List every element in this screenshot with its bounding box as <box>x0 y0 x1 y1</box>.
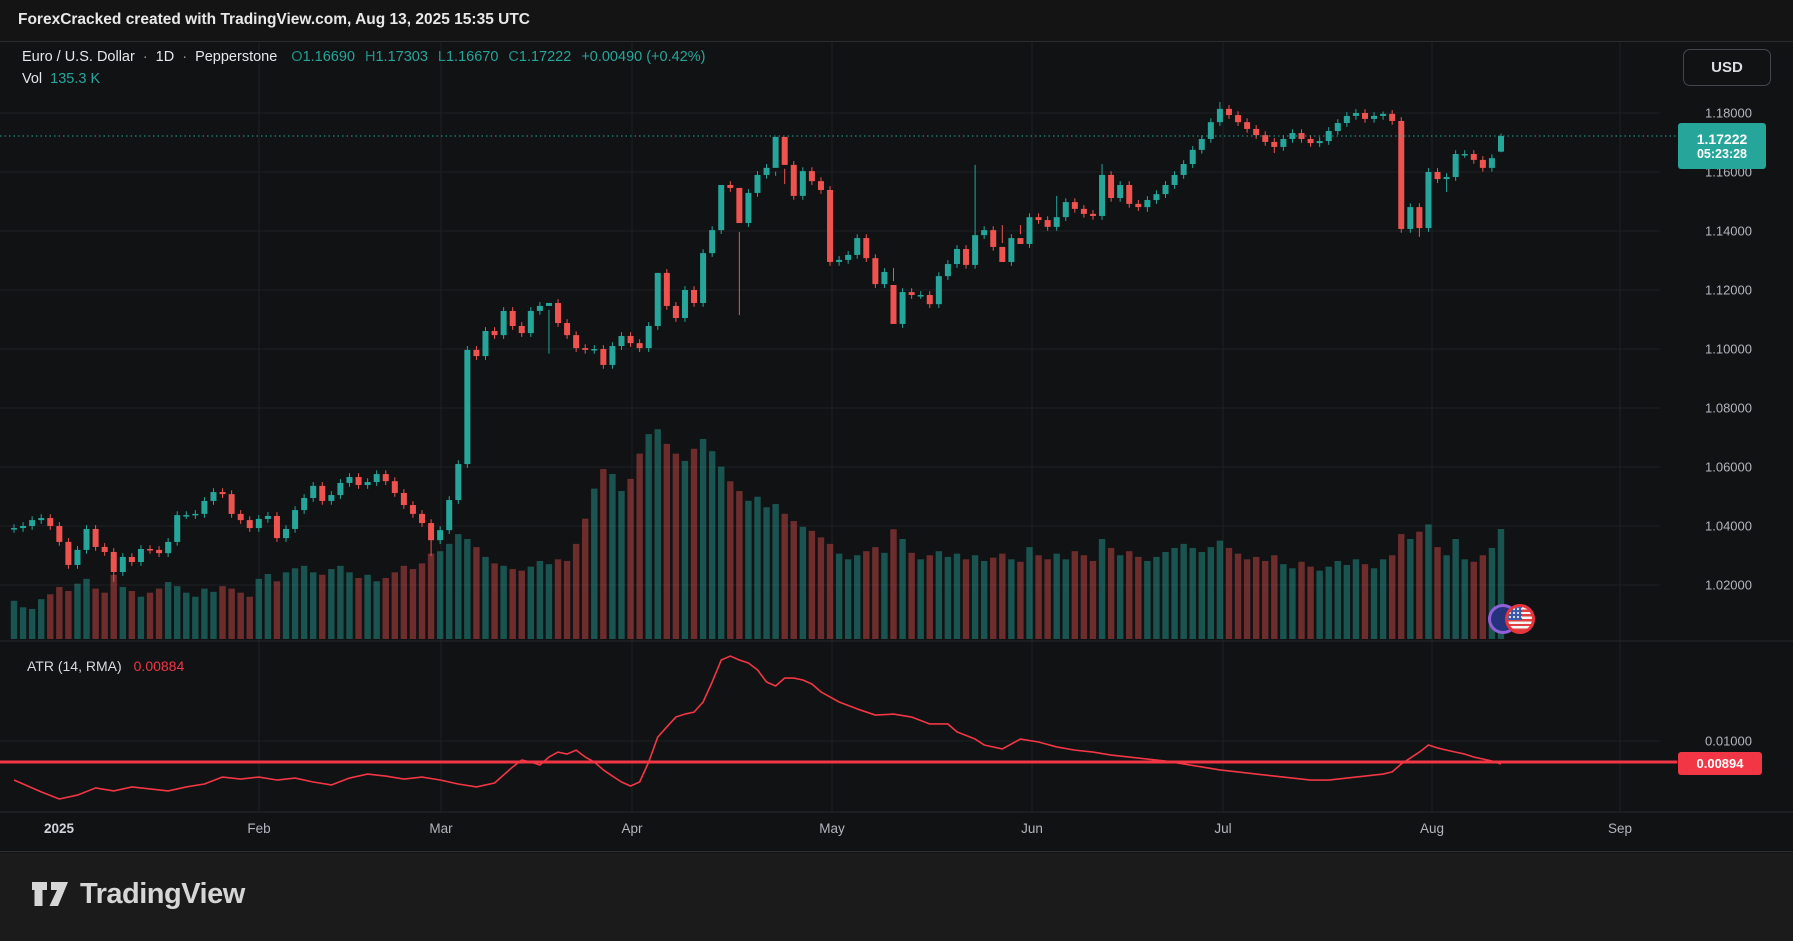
svg-text:1.06000: 1.06000 <box>1705 460 1752 475</box>
broker-label: Pepperstone <box>195 49 278 65</box>
currency-toggle-button[interactable]: USD <box>1683 49 1771 86</box>
change-value: +0.00490 (+0.42%) <box>581 49 706 65</box>
atr-indicator-legend[interactable]: ATR (14, RMA) 0.00884 <box>27 658 184 674</box>
last-price-badge[interactable]: 1.17222 05:23:28 <box>1678 123 1766 169</box>
volume-legend: Vol 135.3 K <box>22 71 100 87</box>
svg-text:1.04000: 1.04000 <box>1705 519 1752 534</box>
atr-label: ATR (14, RMA) <box>27 658 122 674</box>
svg-text:0.01000: 0.01000 <box>1705 734 1752 749</box>
svg-text:1.14000: 1.14000 <box>1705 224 1752 239</box>
candles <box>11 102 1504 583</box>
footer-bar: TradingView <box>0 853 1793 941</box>
svg-text:Aug: Aug <box>1420 821 1444 836</box>
timeframe-label[interactable]: 1D <box>155 49 175 65</box>
svg-text:1.08000: 1.08000 <box>1705 401 1752 416</box>
high-value: H1.17303 <box>365 49 428 65</box>
atr-value: 0.00884 <box>133 658 185 674</box>
chart-widget: 1.18000 1.16000 1.14000 1.12000 1.10000 1.080… <box>0 41 1793 852</box>
svg-text:Sep: Sep <box>1608 821 1632 836</box>
open-value: O1.16690 <box>291 49 355 65</box>
tradingview-logo-icon <box>32 882 68 906</box>
banner-text: ForexCracked created with TradingView.co… <box>18 11 530 28</box>
tradingview-logo[interactable]: TradingView <box>30 877 245 911</box>
svg-text:1.02000: 1.02000 <box>1705 578 1752 593</box>
svg-text:Feb: Feb <box>247 821 270 836</box>
svg-text:Jun: Jun <box>1021 821 1043 836</box>
tradingview-wordmark: TradingView <box>80 877 245 910</box>
watermark-banner: ForexCracked created with TradingView.co… <box>0 0 1793 41</box>
us-flag-icon <box>1505 604 1535 634</box>
svg-text:1.10000: 1.10000 <box>1705 342 1752 357</box>
bar-countdown-timer: 05:23:28 <box>1696 146 1748 161</box>
volume-bars <box>10 429 1505 639</box>
svg-text:Apr: Apr <box>621 821 643 836</box>
low-value: L1.16670 <box>437 49 499 65</box>
ohlc-values: O1.16690 H1.17303 L1.16670 C1.17222 <box>291 49 571 65</box>
svg-text:Mar: Mar <box>429 821 453 836</box>
close-value: C1.17222 <box>508 49 572 65</box>
svg-text:Jul: Jul <box>1214 821 1231 836</box>
svg-text:2025: 2025 <box>44 821 75 836</box>
symbol-title[interactable]: Euro / U.S. Dollar <box>22 49 135 65</box>
svg-text:1.18000: 1.18000 <box>1705 106 1752 121</box>
atr-priceline-badge: 0.00894 <box>1678 752 1762 775</box>
symbol-legend: Euro / U.S. Dollar · 1D · Pepperstone O1… <box>22 49 706 65</box>
volume-value: 135.3 K <box>50 71 101 87</box>
svg-text:May: May <box>819 821 845 836</box>
eurusd-flag-icon <box>1488 603 1540 641</box>
volume-label: Vol <box>22 71 43 87</box>
last-price-value: 1.17222 <box>1696 130 1748 147</box>
svg-text:1.12000: 1.12000 <box>1705 283 1752 298</box>
chart-plot-area[interactable]: 1.180001.160001.140001.120001.100001.080… <box>0 42 1793 853</box>
